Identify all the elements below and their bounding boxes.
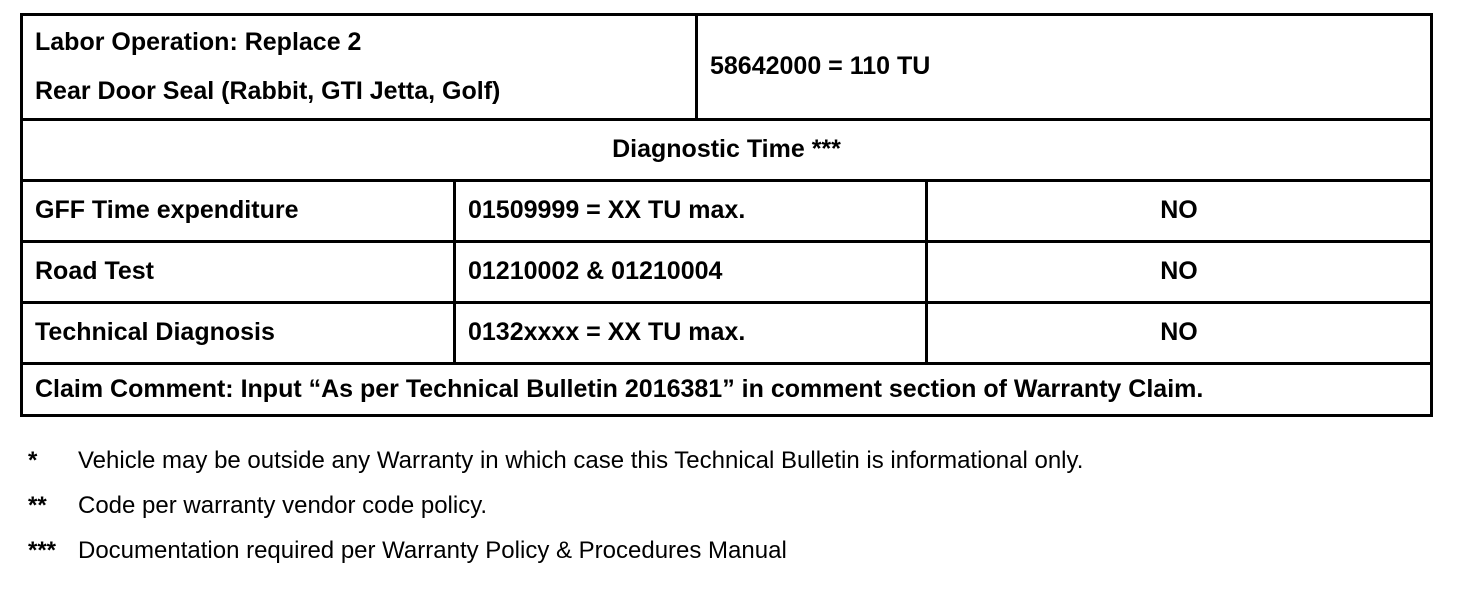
labor-operation-title: Labor Operation: Replace 2	[35, 27, 362, 56]
footnotes: * Vehicle may be outside any Warranty in…	[28, 444, 1448, 579]
diagnostic-allowed-cell: NO	[1160, 318, 1198, 347]
footnote-warranty: * Vehicle may be outside any Warranty in…	[28, 444, 1448, 477]
labor-operation-cell: Labor Operation: Replace 2 Rear Door Sea…	[23, 16, 698, 118]
footnote-text: Documentation required per Warranty Poli…	[78, 536, 787, 564]
footnote-marker: ***	[28, 536, 57, 564]
diagnostic-allowed-cell: NO	[1160, 257, 1198, 286]
diagnostic-label-cell: Road Test	[23, 243, 456, 301]
diagnostic-code-cell: 01210002 & 01210004	[456, 243, 928, 301]
footnote-marker: *	[28, 446, 38, 474]
labor-operation-subtitle: Rear Door Seal (Rabbit, GTI Jetta, Golf)	[35, 77, 501, 105]
claim-comment-cell: Claim Comment: Input “As per Technical B…	[35, 374, 1204, 403]
claim-comment-row: Claim Comment: Input “As per Technical B…	[23, 362, 1430, 414]
footnote-text: Vehicle may be outside any Warranty in w…	[78, 446, 1084, 474]
warranty-claim-table: Labor Operation: Replace 2 Rear Door Sea…	[20, 13, 1433, 417]
diagnostic-label-cell: Technical Diagnosis	[23, 304, 456, 362]
footnote-documentation: *** Documentation required per Warranty …	[28, 534, 1448, 567]
diagnostic-label-cell: GFF Time expenditure	[23, 182, 456, 240]
diagnostic-row-technical-diagnosis: Technical Diagnosis 0132xxxx = XX TU max…	[23, 301, 1430, 362]
footnote-vendor-code: ** Code per warranty vendor code policy.	[28, 489, 1448, 522]
labor-code-cell: 58642000 = 110 TU	[710, 52, 931, 81]
diagnostic-time-header: Diagnostic Time ***	[612, 135, 841, 164]
diagnostic-time-header-row: Diagnostic Time ***	[23, 118, 1430, 179]
diagnostic-row-road-test: Road Test 01210002 & 01210004 NO	[23, 240, 1430, 301]
diagnostic-row-gff: GFF Time expenditure 01509999 = XX TU ma…	[23, 179, 1430, 240]
labor-operation-row: Labor Operation: Replace 2 Rear Door Sea…	[23, 16, 1430, 118]
diagnostic-code-cell: 0132xxxx = XX TU max.	[456, 304, 928, 362]
diagnostic-code-cell: 01509999 = XX TU max.	[456, 182, 928, 240]
footnote-text: Code per warranty vendor code policy.	[78, 491, 488, 519]
footnote-marker: **	[28, 491, 47, 519]
diagnostic-allowed-cell: NO	[1160, 196, 1198, 225]
